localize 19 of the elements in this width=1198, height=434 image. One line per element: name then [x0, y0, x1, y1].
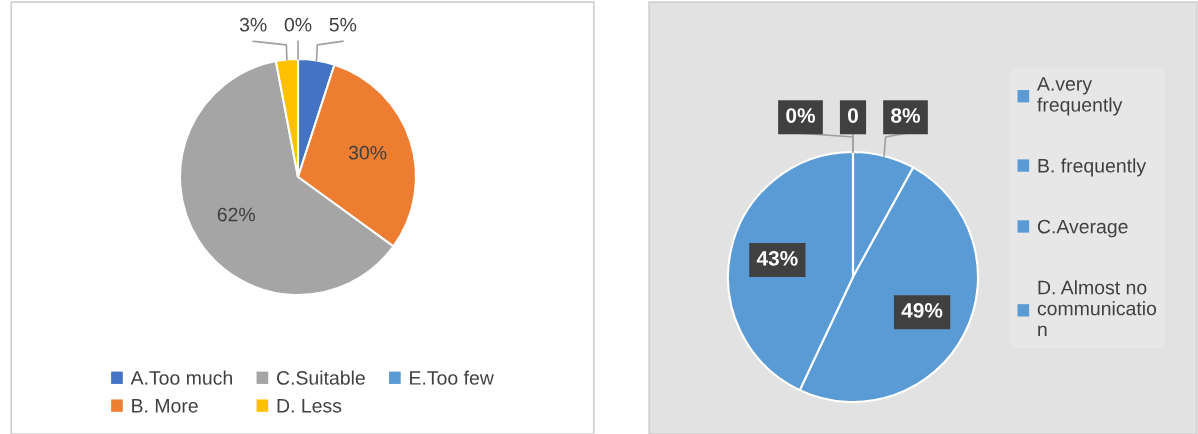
- text: 0: [848, 108, 858, 123]
- data-label: 62%: [217, 207, 255, 222]
- legend-label: C.Suitable: [277, 370, 365, 385]
- data-label: 5%: [329, 17, 357, 32]
- legend-label: B. frequently: [1038, 158, 1147, 177]
- data-label: 3%: [239, 17, 267, 32]
- data-label: 30%: [348, 145, 387, 160]
- legend-label: D. Less: [277, 399, 342, 413]
- text: 0%: [786, 108, 816, 123]
- legend-label: D. Almost no communicatio n: [1037, 280, 1157, 337]
- legend-label: E.Too few: [410, 370, 494, 385]
- legend-label: B. More: [132, 399, 198, 413]
- legend-label: A.Too much: [130, 370, 232, 385]
- data-label: 8%: [891, 108, 921, 123]
- text: 0%: [284, 17, 312, 32]
- data-label: 49%: [901, 303, 943, 318]
- data-label: 43%: [756, 250, 798, 266]
- legend-label: A.very frequently: [1036, 77, 1123, 116]
- legend-label: C.Average: [1037, 219, 1128, 238]
